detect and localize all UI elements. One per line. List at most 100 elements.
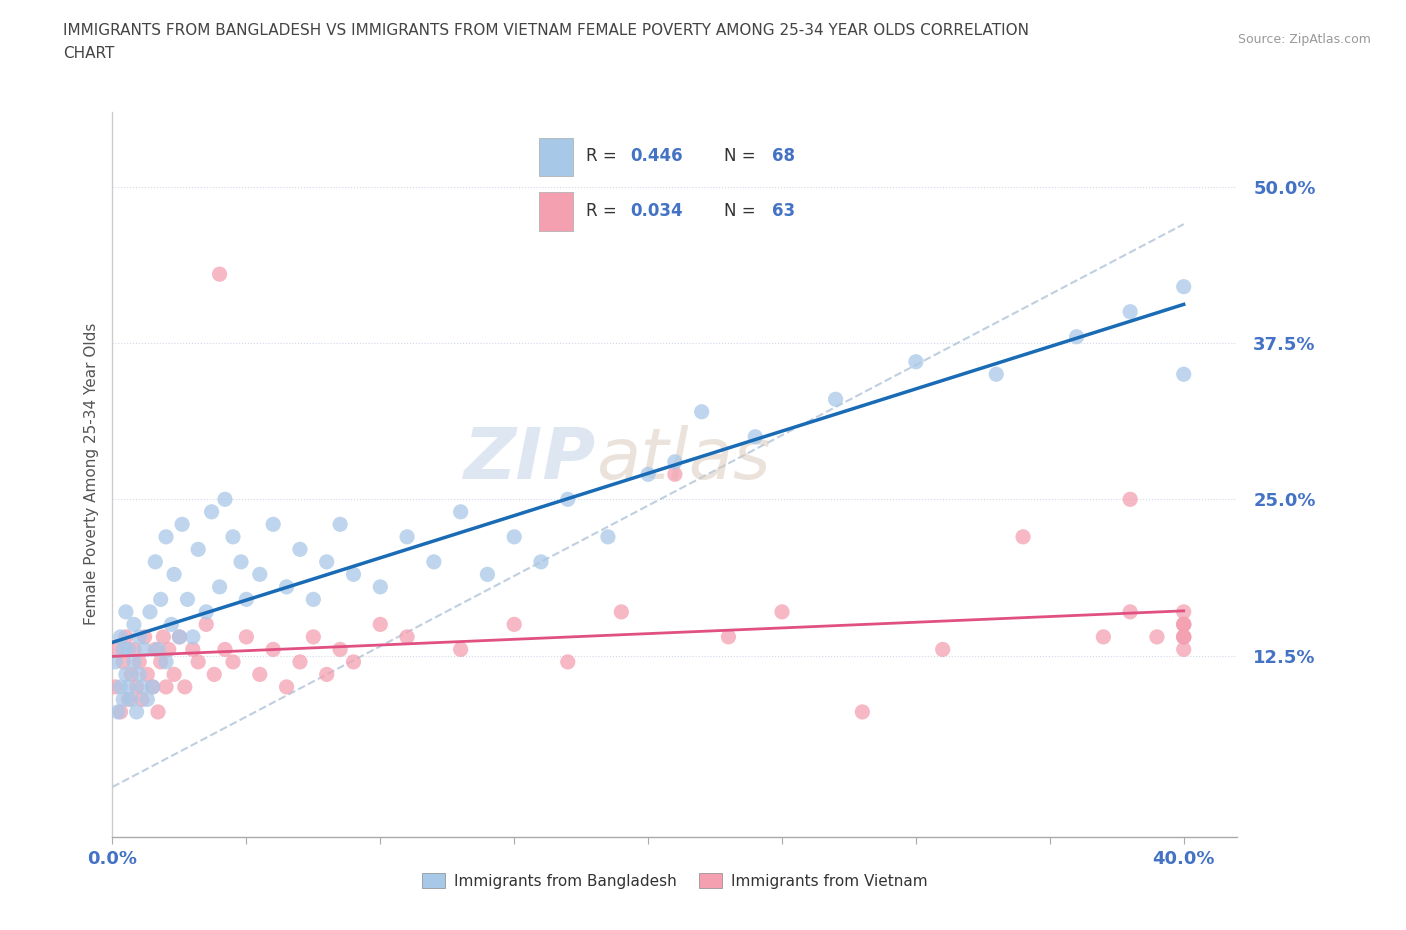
Point — [142, 680, 165, 695]
Point — [557, 655, 579, 670]
Point — [181, 630, 204, 644]
Point — [770, 604, 793, 619]
Point — [637, 467, 659, 482]
Point — [1173, 642, 1195, 657]
Y-axis label: Female Poverty Among 25-34 Year Olds: Female Poverty Among 25-34 Year Olds — [83, 323, 98, 626]
Text: IMMIGRANTS FROM BANGLADESH VS IMMIGRANTS FROM VIETNAM FEMALE POVERTY AMONG 25-34: IMMIGRANTS FROM BANGLADESH VS IMMIGRANTS… — [63, 23, 1029, 38]
Point — [134, 630, 156, 644]
Point — [115, 667, 138, 682]
Point — [181, 642, 204, 657]
Point — [744, 430, 766, 445]
Point — [214, 492, 236, 507]
Point — [104, 655, 127, 670]
Point — [173, 680, 195, 695]
Point — [1092, 630, 1115, 644]
Point — [288, 542, 311, 557]
Point — [904, 354, 927, 369]
Point — [139, 604, 162, 619]
Point — [104, 680, 127, 695]
Point — [596, 529, 619, 544]
Point — [342, 655, 364, 670]
Point — [117, 692, 139, 707]
Text: Source: ZipAtlas.com: Source: ZipAtlas.com — [1237, 33, 1371, 46]
Point — [146, 642, 169, 657]
Point — [288, 655, 311, 670]
Point — [110, 630, 132, 644]
Point — [610, 604, 633, 619]
Point — [1173, 617, 1195, 631]
Point — [120, 692, 142, 707]
Point — [329, 517, 352, 532]
Point — [136, 692, 159, 707]
Point — [315, 554, 337, 569]
Point — [664, 467, 686, 482]
Point — [1146, 630, 1168, 644]
Point — [249, 567, 271, 582]
Point — [142, 680, 165, 695]
Point — [128, 655, 150, 670]
Point — [128, 630, 150, 644]
Point — [368, 617, 391, 631]
Point — [302, 591, 325, 606]
Point — [222, 655, 245, 670]
Point — [276, 579, 298, 594]
Text: ZIP: ZIP — [464, 425, 596, 494]
Point — [342, 567, 364, 582]
Text: CHART: CHART — [63, 46, 115, 61]
Point — [396, 529, 419, 544]
Point — [172, 517, 194, 532]
Point — [120, 667, 142, 682]
Point — [136, 667, 159, 682]
Point — [155, 680, 177, 695]
Point — [423, 554, 446, 569]
Point — [149, 655, 172, 670]
Point — [163, 567, 186, 582]
Point — [368, 579, 391, 594]
Point — [143, 642, 166, 657]
Point — [986, 366, 1008, 381]
Point — [122, 655, 145, 670]
Point — [1173, 630, 1195, 644]
Point — [1173, 630, 1195, 644]
Point — [229, 554, 252, 569]
Point — [122, 617, 145, 631]
Point — [187, 655, 209, 670]
Point — [235, 591, 257, 606]
Point — [112, 655, 135, 670]
Point — [131, 680, 153, 695]
Point — [249, 667, 271, 682]
Point — [117, 680, 139, 695]
Point — [450, 504, 472, 519]
Point — [396, 630, 419, 644]
Point — [235, 630, 257, 644]
Point — [329, 642, 352, 657]
Point — [1119, 304, 1142, 319]
Point — [195, 617, 218, 631]
Point — [143, 554, 166, 569]
Point — [690, 405, 713, 419]
Point — [157, 642, 180, 657]
Point — [664, 455, 686, 470]
Point — [1173, 617, 1195, 631]
Point — [557, 492, 579, 507]
Point — [208, 579, 231, 594]
Point — [115, 630, 138, 644]
Point — [851, 705, 873, 720]
Point — [931, 642, 953, 657]
Point — [276, 680, 298, 695]
Point — [155, 529, 177, 544]
Point — [503, 529, 526, 544]
Point — [125, 705, 148, 720]
Point — [128, 667, 150, 682]
Point — [262, 517, 284, 532]
Point — [169, 630, 191, 644]
Point — [149, 591, 172, 606]
Point — [107, 705, 129, 720]
Point — [122, 642, 145, 657]
Point — [315, 667, 337, 682]
Point — [202, 667, 225, 682]
Point — [302, 630, 325, 644]
Point — [169, 630, 191, 644]
Point — [530, 554, 553, 569]
Legend: Immigrants from Bangladesh, Immigrants from Vietnam: Immigrants from Bangladesh, Immigrants f… — [416, 867, 934, 895]
